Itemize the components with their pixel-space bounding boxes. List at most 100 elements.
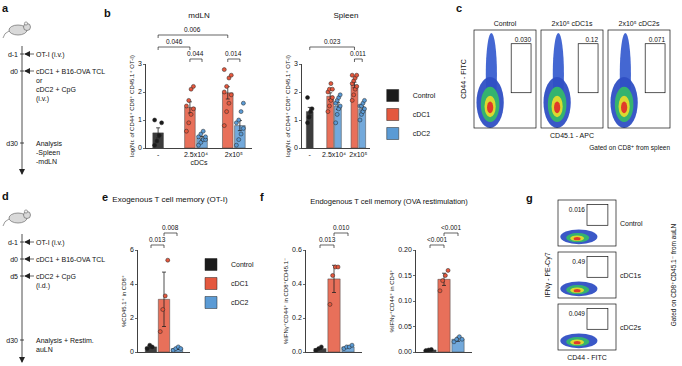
svg-text:-: - bbox=[309, 151, 312, 158]
svg-text:0.6: 0.6 bbox=[292, 246, 302, 253]
svg-text:cDC1: cDC1 bbox=[231, 280, 249, 287]
svg-text:e: e bbox=[102, 191, 108, 203]
svg-text:0.05: 0.05 bbox=[398, 323, 412, 330]
svg-text:3: 3 bbox=[138, 60, 142, 67]
svg-text:d: d bbox=[2, 190, 9, 202]
svg-text:Control: Control bbox=[620, 220, 643, 227]
svg-text:cDC2 + CpG: cDC2 + CpG bbox=[36, 273, 76, 281]
svg-text:0.4: 0.4 bbox=[292, 280, 302, 287]
svg-text:f: f bbox=[260, 191, 264, 203]
svg-text:1: 1 bbox=[138, 116, 142, 123]
svg-text:-: - bbox=[157, 151, 160, 158]
svg-text:Control: Control bbox=[494, 20, 517, 27]
svg-text:-mdLN: -mdLN bbox=[36, 158, 57, 165]
svg-text:0.013: 0.013 bbox=[319, 236, 336, 243]
svg-text:2.5x10⁴: 2.5x10⁴ bbox=[184, 151, 208, 158]
svg-text:g: g bbox=[526, 192, 533, 204]
svg-text:cDC1 + B16-OVA TCL: cDC1 + B16-OVA TCL bbox=[36, 68, 105, 75]
svg-text:OT-I (i.v.): OT-I (i.v.) bbox=[36, 239, 65, 247]
svg-text:2: 2 bbox=[130, 314, 134, 321]
svg-text:d30: d30 bbox=[6, 140, 18, 147]
svg-text:mdLN: mdLN bbox=[188, 11, 210, 20]
svg-text:0.20: 0.20 bbox=[398, 246, 412, 253]
svg-text:0.010: 0.010 bbox=[333, 224, 350, 231]
svg-text:CD45.1 - APC: CD45.1 - APC bbox=[550, 132, 594, 139]
svg-text:0.10: 0.10 bbox=[398, 297, 412, 304]
svg-text:cDC2: cDC2 bbox=[231, 299, 249, 306]
svg-text:0.071: 0.071 bbox=[649, 36, 666, 43]
svg-text:3: 3 bbox=[294, 60, 298, 67]
svg-text:0: 0 bbox=[130, 348, 134, 355]
svg-text:cDC1s: cDC1s bbox=[620, 272, 642, 279]
svg-text:0.013: 0.013 bbox=[149, 236, 166, 243]
svg-text:0.046: 0.046 bbox=[166, 38, 183, 45]
svg-text:0.023: 0.023 bbox=[324, 38, 341, 45]
svg-text:d30: d30 bbox=[6, 337, 18, 344]
svg-text:log(Nr. of CD44⁺ CD8⁺ CD45.1⁺: log(Nr. of CD44⁺ CD8⁺ CD45.1⁺ OT-I) bbox=[129, 55, 135, 157]
svg-text:Spleen: Spleen bbox=[334, 11, 359, 20]
svg-text:2: 2 bbox=[294, 88, 298, 95]
svg-text:(i.d.): (i.d.) bbox=[36, 282, 50, 290]
svg-text:-Spleen: -Spleen bbox=[36, 149, 60, 157]
svg-text:cDCs: cDCs bbox=[190, 159, 208, 166]
svg-text:0: 0 bbox=[294, 144, 298, 151]
svg-text:Control: Control bbox=[231, 261, 254, 268]
svg-text:Gated on CD8⁺CD45.1⁻ from auLN: Gated on CD8⁺CD45.1⁻ from auLN bbox=[670, 223, 677, 326]
svg-text:0.008: 0.008 bbox=[162, 224, 179, 231]
svg-text:0.00: 0.00 bbox=[398, 348, 412, 355]
svg-text:0.15: 0.15 bbox=[398, 272, 412, 279]
svg-text:<0.001: <0.001 bbox=[441, 224, 461, 231]
svg-text:%IFNγ⁺CD44⁺ in CD4⁺: %IFNγ⁺CD44⁺ in CD4⁺ bbox=[389, 270, 395, 333]
svg-text:2: 2 bbox=[138, 88, 142, 95]
svg-text:Exogenous T cell memory (OT-I): Exogenous T cell memory (OT-I) bbox=[112, 195, 228, 204]
svg-text:cDC2: cDC2 bbox=[413, 130, 431, 137]
svg-text:Analysis + Restim.: Analysis + Restim. bbox=[36, 337, 94, 345]
svg-text:4: 4 bbox=[130, 280, 134, 287]
svg-text:0.006: 0.006 bbox=[184, 26, 201, 33]
svg-text:0.016: 0.016 bbox=[569, 206, 586, 213]
svg-text:c: c bbox=[456, 2, 462, 14]
svg-text:6: 6 bbox=[130, 246, 134, 253]
svg-text:d-1: d-1 bbox=[8, 51, 18, 58]
svg-text:CD44 - FITC: CD44 - FITC bbox=[567, 354, 607, 361]
svg-text:0.011: 0.011 bbox=[350, 50, 366, 57]
svg-text:2x10⁵ cDC2s: 2x10⁵ cDC2s bbox=[618, 20, 660, 27]
svg-text:1: 1 bbox=[294, 116, 298, 123]
svg-text:(i.v.): (i.v.) bbox=[36, 95, 49, 103]
svg-text:cDC1: cDC1 bbox=[413, 111, 431, 118]
svg-text:2x10⁵: 2x10⁵ bbox=[349, 151, 367, 158]
svg-text:log(Nr. of CD44⁺ CD8⁺ CD45.1⁺: log(Nr. of CD44⁺ CD8⁺ CD45.1⁺ OT-I) bbox=[285, 55, 291, 157]
svg-text:0.014: 0.014 bbox=[225, 50, 242, 57]
svg-text:%CD45.1⁺ in CD8⁺: %CD45.1⁺ in CD8⁺ bbox=[121, 275, 127, 327]
svg-text:2.5x10⁴: 2.5x10⁴ bbox=[322, 151, 346, 158]
svg-text:0.030: 0.030 bbox=[515, 36, 532, 43]
svg-text:d-1: d-1 bbox=[8, 239, 18, 246]
svg-text:auLN: auLN bbox=[36, 346, 53, 353]
svg-text:2x10⁵: 2x10⁵ bbox=[225, 151, 243, 158]
svg-text:OT-I (i.v.): OT-I (i.v.) bbox=[36, 51, 65, 59]
svg-text:d0: d0 bbox=[10, 256, 18, 263]
svg-text:0.2: 0.2 bbox=[292, 314, 302, 321]
svg-text:0.12: 0.12 bbox=[585, 36, 598, 43]
svg-text:cDC2 + CpG: cDC2 + CpG bbox=[36, 86, 76, 94]
svg-text:0: 0 bbox=[138, 144, 142, 151]
svg-text:Analysis: Analysis bbox=[36, 140, 63, 148]
svg-text:cDC1 + B16-OVA TCL: cDC1 + B16-OVA TCL bbox=[36, 256, 105, 263]
svg-text:b: b bbox=[104, 7, 111, 19]
svg-text:0.0: 0.0 bbox=[292, 348, 302, 355]
svg-text:IFNγ - PE-Cy7: IFNγ - PE-Cy7 bbox=[544, 252, 552, 297]
svg-text:0.49: 0.49 bbox=[572, 258, 585, 265]
svg-text:<0.001: <0.001 bbox=[427, 236, 447, 243]
svg-text:0.049: 0.049 bbox=[569, 310, 586, 317]
svg-text:Endogenous T cell memory (OVA: Endogenous T cell memory (OVA restimulat… bbox=[310, 197, 468, 206]
svg-text:d0: d0 bbox=[10, 68, 18, 75]
svg-text:or: or bbox=[36, 77, 43, 84]
svg-text:cDC2s: cDC2s bbox=[620, 324, 642, 331]
svg-text:a: a bbox=[2, 2, 9, 14]
svg-text:%IFNγ⁺CD44⁺ in CD8⁺CD45.1⁻: %IFNγ⁺CD44⁺ in CD8⁺CD45.1⁻ bbox=[283, 258, 289, 344]
svg-text:Control: Control bbox=[413, 92, 436, 99]
svg-text:d5: d5 bbox=[10, 273, 18, 280]
svg-text:CD44 - FITC: CD44 - FITC bbox=[460, 59, 467, 99]
svg-text:Gated on CD8⁺ from spleen: Gated on CD8⁺ from spleen bbox=[589, 144, 670, 152]
svg-text:2x10⁵ cDC1s: 2x10⁵ cDC1s bbox=[551, 20, 593, 27]
